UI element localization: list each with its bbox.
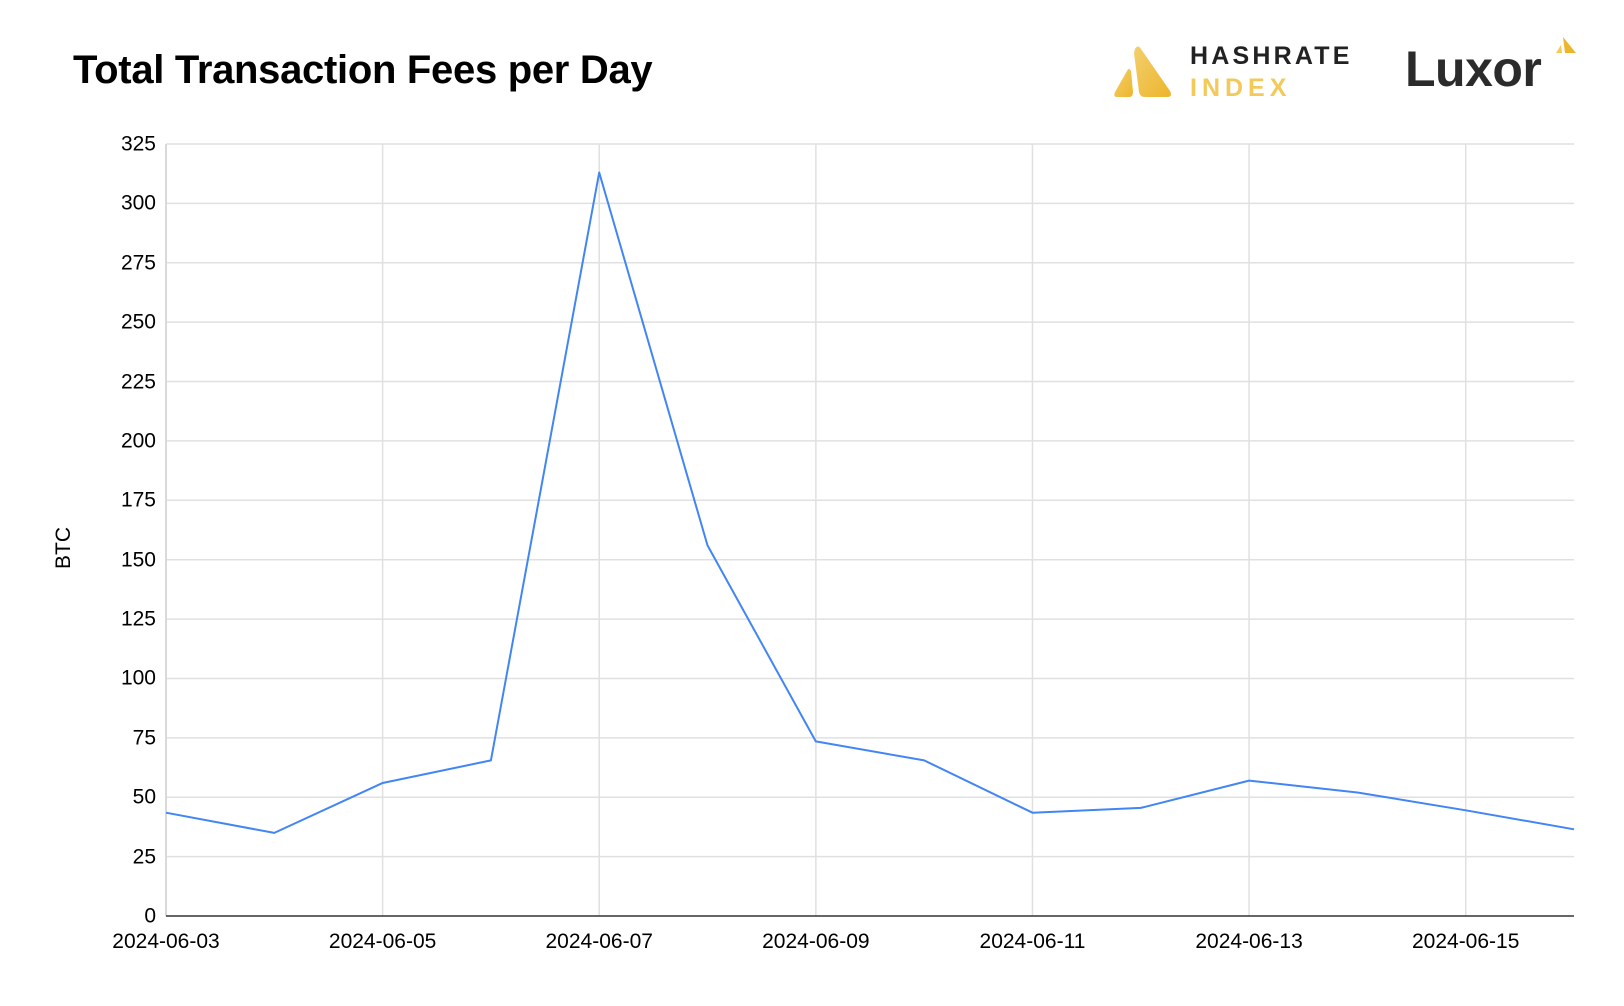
y-tick-label: 75 [132, 726, 156, 750]
x-tick-label: 2024-06-05 [328, 930, 437, 953]
y-tick-label: 300 [120, 191, 156, 215]
horizontal-gridlines [166, 143, 1574, 858]
chart-title: Total Transaction Fees per Day [73, 48, 653, 92]
x-tick-label: 2024-06-03 [112, 930, 220, 953]
index-wordmark: INDEX [1190, 74, 1292, 102]
luxor-wordmark: Luxor [1405, 41, 1542, 97]
y-tick-label: 175 [120, 488, 156, 512]
hashrate-index-logo: HASHRATE INDEX [1113, 42, 1363, 102]
y-tick-label: 50 [132, 785, 156, 809]
y-tick-label: 150 [120, 548, 156, 572]
luxor-logo: Luxor [1405, 34, 1585, 97]
y-tick-label: 125 [120, 607, 156, 631]
x-tick-label: 2024-06-15 [1411, 930, 1520, 953]
y-tick-label: 225 [120, 370, 156, 394]
hashrate-index-mark-icon [1114, 46, 1171, 97]
y-tick-label: 25 [132, 845, 156, 869]
vertical-gridlines [381, 144, 1467, 916]
y-tick-label: 250 [120, 310, 156, 334]
x-tick-label: 2024-06-09 [762, 930, 870, 953]
luxor-mark-icon [1556, 37, 1576, 53]
hashrate-wordmark: HASHRATE [1190, 42, 1353, 70]
y-tick-label: 100 [120, 666, 156, 690]
y-tick-label: 325 [120, 132, 156, 156]
fees-series-line [165, 171, 1575, 834]
x-tick-label: 2024-06-07 [545, 930, 653, 953]
y-tick-label: 0 [144, 904, 156, 928]
y-tick-label: 275 [120, 251, 156, 275]
x-tick-label: 2024-06-13 [1195, 930, 1303, 953]
x-tick-label: 2024-06-11 [979, 930, 1086, 953]
y-tick-label: 200 [120, 429, 156, 453]
